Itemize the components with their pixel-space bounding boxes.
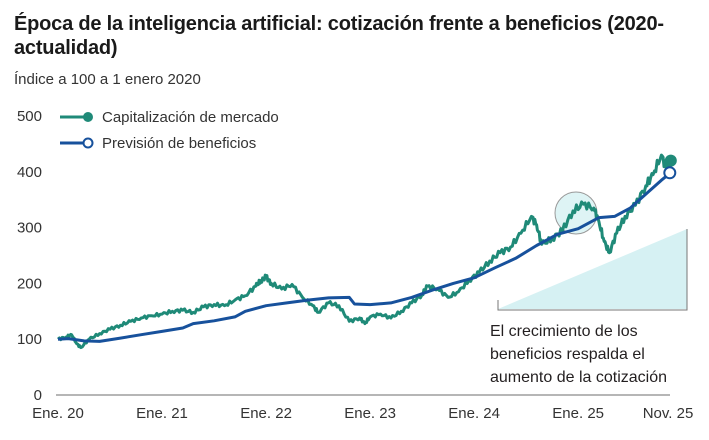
- y-tick-label: 300: [17, 220, 42, 237]
- x-axis: Ene. 20 Ene. 21 Ene. 22 Ene. 23 Ene. 24 Ene. …: [32, 405, 693, 422]
- end-marker-market-cap: [664, 154, 677, 167]
- legend-label: Previsión de beneficios: [102, 135, 256, 152]
- x-tick-label: Ene. 23: [344, 405, 396, 422]
- x-tick-label: Nov. 25: [643, 405, 694, 422]
- x-tick-label: Ene. 22: [240, 405, 292, 422]
- legend: Capitalización de mercado Previsión de b…: [60, 109, 279, 152]
- series-line-earnings-forecast: [57, 170, 673, 343]
- end-marker-earnings-forecast: [663, 166, 677, 180]
- y-tick-label: 500: [17, 108, 42, 125]
- chart-subtitle: Índice a 100 a 1 enero 2020: [14, 71, 201, 88]
- rising-wedge-annotation: [498, 229, 687, 309]
- series-line-market-cap: [57, 153, 673, 350]
- legend-label: Capitalización de mercado: [102, 109, 279, 126]
- x-tick-label: Ene. 21: [136, 405, 188, 422]
- annotation-text: El crecimiento de los beneficios respald…: [490, 323, 667, 386]
- legend-item-earnings: Previsión de beneficios: [60, 135, 256, 152]
- x-tick-label: Ene. 20: [32, 405, 84, 422]
- annotation-line: beneficios respalda el: [490, 346, 645, 363]
- open-circle-icon: [82, 137, 94, 149]
- x-tick-label: Ene. 24: [448, 405, 500, 422]
- y-tick-label: 100: [17, 331, 42, 348]
- legend-item-market-cap: Capitalización de mercado: [60, 109, 279, 126]
- wedge-edge: [497, 229, 688, 311]
- x-tick-label: Ene. 25: [552, 405, 604, 422]
- chart-title: Época de la inteligencia artificial: cot…: [14, 13, 664, 59]
- annotation-line: aumento de la cotización: [490, 369, 667, 386]
- y-tick-label: 400: [17, 164, 42, 181]
- y-tick-label: 200: [17, 275, 42, 292]
- y-tick-label: 0: [34, 387, 42, 404]
- filled-circle-icon: [83, 112, 93, 122]
- annotation-line: El crecimiento de los: [490, 323, 638, 340]
- y-axis: 0 100 200 300 400 500: [17, 108, 42, 404]
